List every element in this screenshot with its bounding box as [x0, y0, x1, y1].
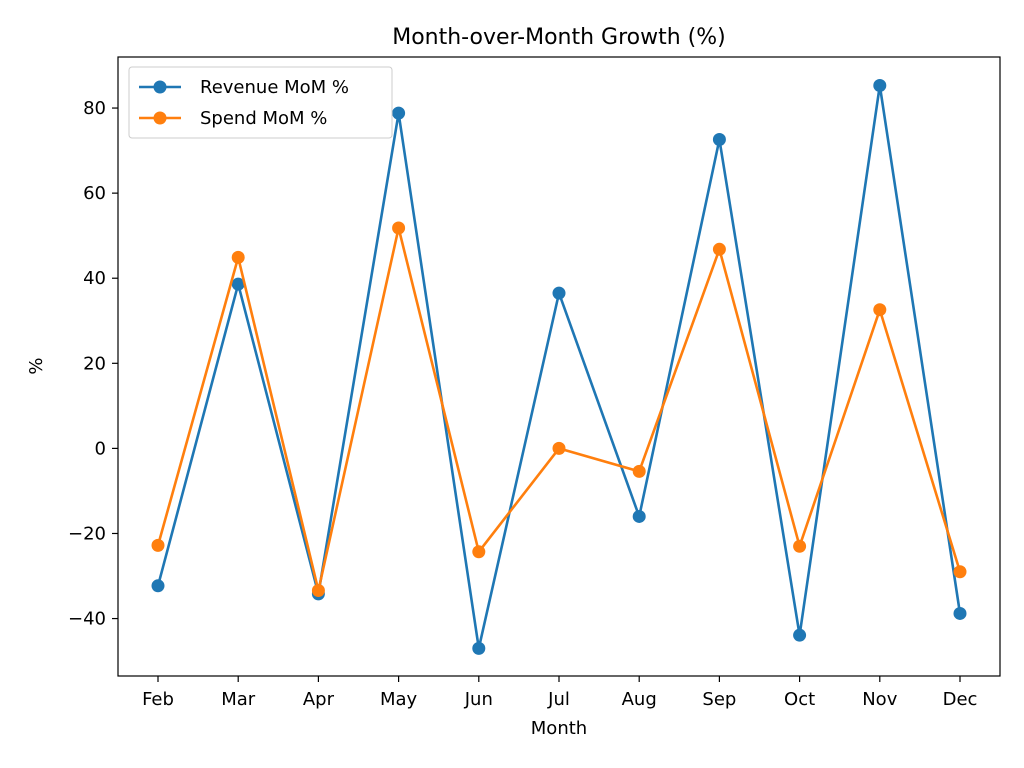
x-tick-label: Jun	[464, 689, 493, 710]
x-tick-label: Feb	[142, 689, 174, 710]
data-point	[392, 221, 406, 235]
x-tick-label: May	[380, 689, 418, 710]
data-point	[311, 583, 325, 597]
data-point	[953, 606, 967, 620]
data-point	[472, 545, 486, 559]
data-point	[552, 286, 566, 300]
legend: Revenue MoM % Spend MoM %	[128, 66, 393, 139]
legend-marker	[153, 80, 167, 94]
data-point	[392, 106, 406, 120]
data-point	[552, 441, 566, 455]
y-tick-label: 0	[95, 438, 106, 459]
data-point	[151, 579, 165, 593]
y-tick-label: 80	[83, 98, 106, 119]
data-point	[953, 565, 967, 579]
x-axis-label: Month	[531, 718, 587, 739]
data-point	[632, 509, 646, 523]
data-point	[793, 628, 807, 642]
legend-label: Spend MoM %	[200, 108, 327, 129]
data-point	[793, 539, 807, 553]
legend-box	[128, 66, 393, 139]
y-tick-label: −40	[68, 609, 106, 630]
x-tick-label: Oct	[784, 689, 815, 710]
series-spend	[151, 221, 967, 597]
data-point	[472, 641, 486, 655]
x-axis: Feb Mar Apr May Jun Jul Aug Sep Oct Nov Dec	[142, 676, 977, 710]
series-revenue	[151, 79, 967, 655]
plot-content	[151, 79, 967, 655]
x-tick-label: Mar	[221, 689, 256, 710]
x-tick-label: Aug	[622, 689, 657, 710]
legend-label: Revenue MoM %	[200, 77, 349, 98]
y-tick-label: 40	[83, 268, 106, 289]
chart-title: Month-over-Month Growth (%)	[392, 25, 726, 50]
y-tick-label: 20	[83, 353, 106, 374]
data-point	[873, 303, 887, 317]
y-tick-label: −20	[68, 523, 106, 544]
x-tick-label: Apr	[303, 689, 335, 710]
data-point	[632, 464, 646, 478]
x-tick-label: Jul	[547, 689, 570, 710]
x-tick-label: Nov	[862, 689, 897, 710]
data-point	[231, 277, 245, 291]
y-axis-label: %	[26, 357, 47, 374]
data-point	[712, 242, 726, 256]
data-point	[151, 538, 165, 552]
y-axis: −40 −20 0 20 40 60 80	[68, 98, 118, 630]
data-point	[231, 250, 245, 264]
y-tick-label: 60	[83, 183, 106, 204]
data-point	[712, 133, 726, 147]
legend-marker	[153, 111, 167, 125]
data-point	[873, 79, 887, 93]
x-tick-label: Dec	[943, 689, 978, 710]
x-tick-label: Sep	[702, 689, 736, 710]
